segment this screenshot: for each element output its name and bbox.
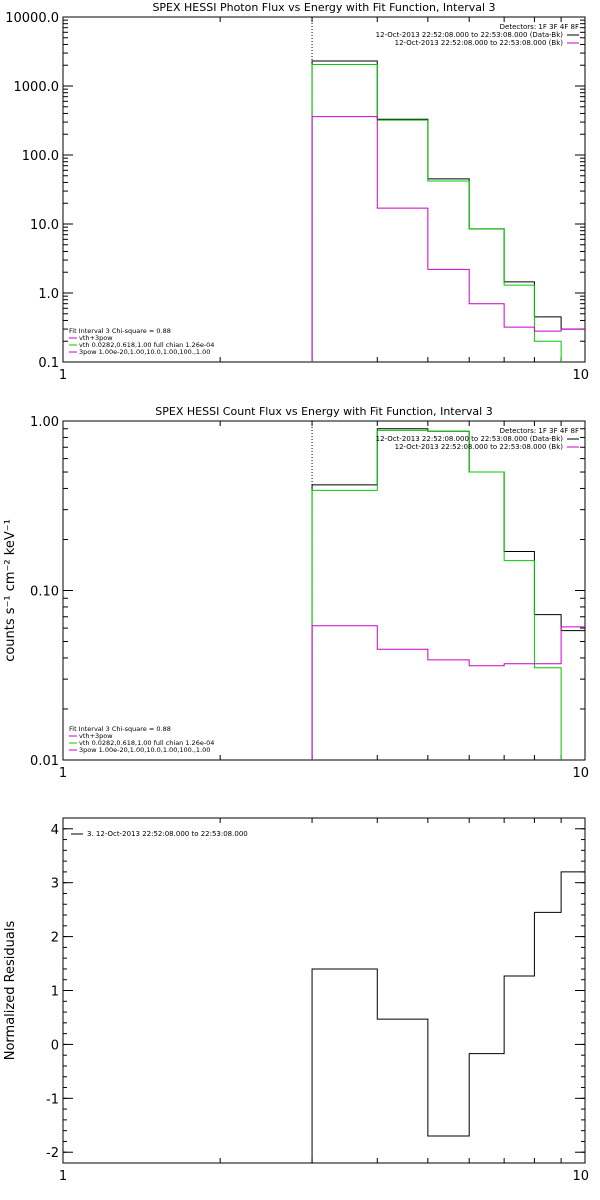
data-series-group bbox=[311, 871, 585, 1163]
x-tick-label: 10 bbox=[572, 766, 589, 781]
legend-top-line: 12-Oct-2013 22:52:08.000 to 22:53:08.000… bbox=[376, 435, 564, 443]
legend-bottom-line: vth 0.0282,0.618,1.00 full chian 1.26e-0… bbox=[79, 341, 214, 349]
y-tick-label: 1.0 bbox=[38, 287, 59, 302]
legend-bottom-line: Fit Interval 3 Chi-square = 0.88 bbox=[69, 327, 171, 335]
plot-frame bbox=[62, 16, 586, 363]
y-axis-label: counts s⁻¹ cm⁻² keV⁻¹ bbox=[3, 519, 18, 662]
y-axis-label: Normalized Residuals bbox=[3, 921, 18, 1061]
chart-panel-2: SPEX HESSI Count Flux vs Energy with Fit… bbox=[3, 405, 589, 781]
data-series-group bbox=[311, 428, 585, 760]
x-tick-label: 1 bbox=[59, 1169, 67, 1184]
x-tick-label: 1 bbox=[59, 368, 67, 383]
y-tick-label: 1000.0 bbox=[14, 80, 60, 95]
y-tick-label: 100.0 bbox=[22, 149, 59, 164]
y-tick-label: 0.10 bbox=[30, 585, 59, 600]
series-line-vth bbox=[311, 63, 562, 362]
x-tick-label: 1 bbox=[59, 766, 67, 781]
y-tick-label: 1 bbox=[51, 985, 59, 1000]
y-tick-label: -1 bbox=[46, 1092, 59, 1107]
legend-top-line: 12-Oct-2013 22:52:08.000 to 22:53:08.000… bbox=[395, 39, 564, 47]
legend-top-line: 12-Oct-2013 22:52:08.000 to 22:53:08.000… bbox=[376, 31, 564, 39]
legend-bottom-line: 3pow 1.00e-20,1.00,10.0,1.00,100.,1.00 bbox=[79, 348, 210, 356]
x-tick-label: 10 bbox=[572, 368, 589, 383]
legend-bottom-line: vth+3pow bbox=[79, 334, 113, 342]
chart-title: SPEX HESSI Count Flux vs Energy with Fit… bbox=[155, 405, 492, 418]
chart-title: SPEX HESSI Photon Flux vs Energy with Fi… bbox=[152, 1, 495, 14]
legend-top-line: 3. 12-Oct-2013 22:52:08.000 to 22:53:08.… bbox=[87, 830, 248, 838]
x-tick-label: 10 bbox=[572, 1169, 589, 1184]
series-line-3pow bbox=[311, 116, 585, 362]
y-tick-label: -2 bbox=[46, 1146, 59, 1161]
legend-top-line: Detectors: 1F 3F 4F 8F bbox=[500, 427, 579, 435]
chart-panel-3: 1 10 -2 -1 0 1 2 3 4 Normalized Residuals 3. 12-Oc… bbox=[3, 817, 589, 1184]
legend-bottom-line: vth+3pow bbox=[79, 732, 113, 740]
y-tick-label: 1.00 bbox=[30, 415, 59, 430]
y-tick-label: 2 bbox=[51, 931, 59, 946]
legend-top-line: Detectors: 1F 3F 4F 8F bbox=[500, 23, 579, 31]
data-series-group bbox=[311, 60, 585, 362]
legend-bottom-line: Fit Interval 3 Chi-square = 0.88 bbox=[69, 725, 171, 733]
chart-panel-1: SPEX HESSI Photon Flux vs Energy with Fi… bbox=[5, 1, 589, 383]
series-line-vth bbox=[311, 429, 562, 760]
y-tick-label: 4 bbox=[51, 823, 59, 838]
series-line-residuals bbox=[311, 871, 585, 1163]
y-tick-label: 0 bbox=[51, 1038, 59, 1053]
series-line-3pow bbox=[311, 625, 585, 760]
legend-bottom-line: 3pow 1.00e-20,1.00,10.0,1.00,100.,1.00 bbox=[79, 746, 210, 754]
y-tick-label: 10.0 bbox=[30, 218, 59, 233]
legend-top-line: 12-Oct-2013 22:52:08.000 to 22:53:08.000… bbox=[395, 443, 564, 451]
legend-bottom-line: vth 0.0282,0.618,1.00 full chian 1.26e-0… bbox=[79, 739, 214, 747]
y-tick-label: 10000.0 bbox=[5, 11, 59, 26]
y-tick-label: 3 bbox=[51, 877, 59, 892]
y-tick-label: 0.1 bbox=[38, 356, 59, 371]
y-tick-label: 0.01 bbox=[30, 754, 59, 769]
